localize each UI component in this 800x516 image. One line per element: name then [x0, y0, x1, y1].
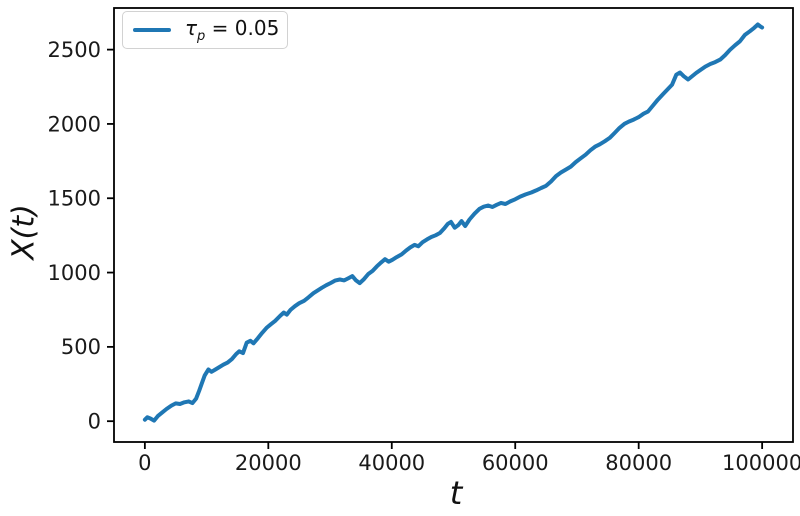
legend: τp = 0.05: [122, 11, 288, 49]
y-tick-label: 1500: [48, 187, 101, 211]
x-tick-label: 0: [138, 451, 151, 475]
legend-tau-symbol: τ: [185, 16, 198, 40]
x-tick-label: 40000: [358, 451, 425, 475]
x-tick-label: 20000: [235, 451, 302, 475]
x-tick-label: 100000: [722, 451, 800, 475]
y-tick-label: 500: [61, 335, 101, 359]
x-axis-label: t: [449, 474, 463, 512]
legend-line-sample: [133, 28, 171, 32]
y-tick-label: 1000: [48, 261, 101, 285]
series-line: [142, 22, 765, 423]
legend-entry-label: τp = 0.05: [185, 16, 279, 44]
y-axis-label: X(t): [6, 204, 42, 260]
x-tick-label: 60000: [482, 451, 549, 475]
legend-value-text: = 0.05: [205, 16, 280, 40]
y-tick-label: 2500: [48, 38, 101, 62]
y-tick-label: 0: [88, 410, 101, 434]
plot-border: [113, 7, 794, 443]
y-tick-label: 2000: [48, 112, 101, 136]
x-tick-label: 80000: [605, 451, 672, 475]
legend-tau-subscript: p: [197, 29, 206, 44]
